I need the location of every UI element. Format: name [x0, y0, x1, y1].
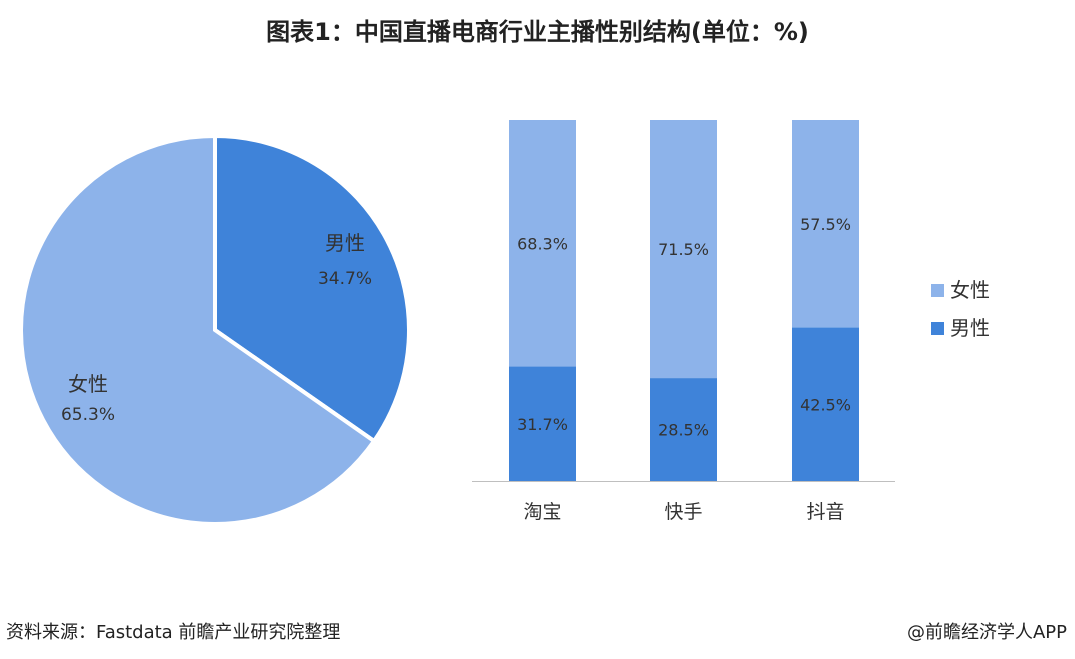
pie-label-male: 男性 [325, 231, 365, 255]
legend-label-1: 男性 [950, 316, 990, 340]
source-note: 资料来源：Fastdata 前瞻产业研究院整理 [6, 622, 341, 643]
x-tick-label-2: 抖音 [806, 501, 844, 523]
pie-value-female: 65.3% [61, 405, 115, 425]
bar-label-female-0: 68.3% [517, 234, 568, 253]
bar-female-0 [509, 120, 576, 367]
bar-male-2 [792, 327, 859, 481]
bar-label-male-0: 31.7% [517, 415, 568, 434]
bar-female-1 [650, 120, 717, 379]
bar-label-male-1: 28.5% [658, 421, 709, 440]
pie-slice-female [19, 133, 377, 526]
bar-label-female-1: 71.5% [658, 240, 709, 259]
x-tick-label-0: 淘宝 [523, 501, 561, 523]
bar-male-0 [509, 366, 576, 481]
bar-label-male-2: 42.5% [800, 395, 851, 414]
bar-label-female-2: 57.5% [800, 215, 851, 234]
publisher-credit: @前瞻经济学人APP [906, 622, 1067, 643]
legend-swatch-0 [931, 284, 944, 297]
pie-value-male: 34.7% [318, 269, 372, 289]
pie-slice-male [213, 133, 411, 444]
legend-swatch-1 [931, 322, 944, 335]
bar-female-2 [792, 120, 859, 328]
legend-label-0: 女性 [950, 278, 990, 302]
chart-title: 图表1：中国直播电商行业主播性别结构(单位：%) [266, 18, 809, 46]
bar-male-1 [650, 378, 717, 481]
x-tick-label-1: 快手 [664, 501, 702, 523]
pie-label-female: 女性 [68, 372, 108, 396]
